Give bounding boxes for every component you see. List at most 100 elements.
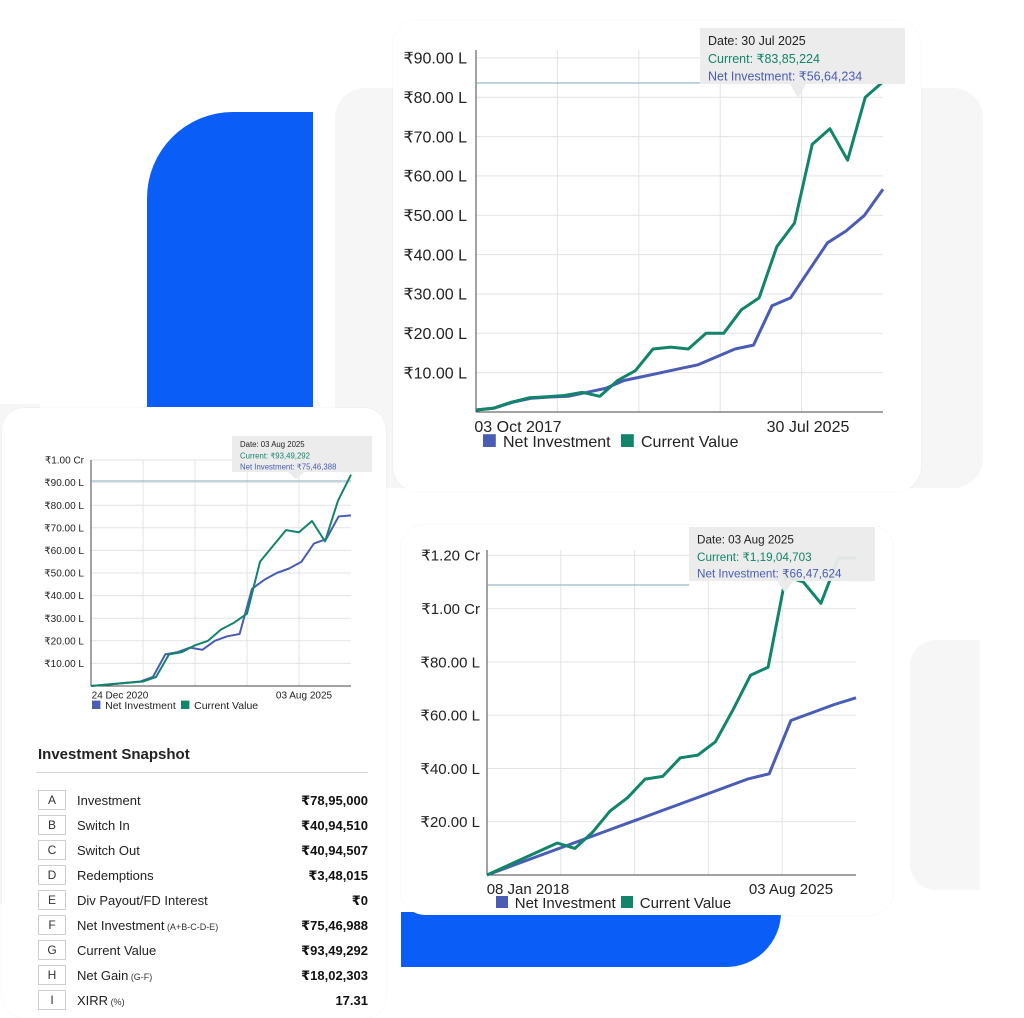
legend-swatch — [621, 434, 634, 447]
tooltip-current: Current: ₹93,49,292 — [240, 452, 310, 461]
snapshot-row: B Switch In ₹40,94,510 — [38, 813, 370, 838]
y-tick-label: ₹10.00 L — [44, 659, 84, 670]
x-tick-label: 24 Dec 2020 — [92, 691, 149, 702]
series-line-net-investment — [486, 696, 857, 877]
y-tick-label: ₹20.00 L — [403, 326, 467, 343]
x-tick-label: 30 Jul 2025 — [767, 419, 850, 436]
y-tick-label: ₹80.00 L — [403, 90, 467, 107]
tooltip-box — [700, 28, 905, 84]
legend-label: Net Investment — [105, 700, 176, 712]
y-tick-label: ₹90.00 L — [44, 478, 84, 489]
tooltip-net: Net Investment: ₹66,47,624 — [697, 568, 842, 581]
x-tick-label: 03 Oct 2017 — [474, 419, 561, 436]
snapshot-row-note: (%) — [108, 997, 125, 1007]
snapshot-row-label: Switch In — [77, 818, 130, 833]
snapshot-row-note: (A+B-C-D-E) — [164, 922, 219, 932]
y-tick-label: ₹70.00 L — [403, 129, 467, 146]
snapshot-row-label: Switch Out — [77, 843, 140, 858]
x-tick-label: 03 Aug 2025 — [276, 691, 333, 702]
snapshot-row-label-text: Current Value — [77, 943, 157, 958]
x-tick-label: 03 Aug 2025 — [749, 881, 833, 898]
snapshot-row: H Net Gain (G-F) ₹18,02,303 — [38, 963, 370, 988]
snapshot-row-label-text: Net Investment — [77, 918, 165, 933]
left-growth-chart[interactable]: ₹10.00 L ₹20.00 L ₹30.00 L ₹40.00 L ₹50.00 L… — [24, 424, 372, 724]
tooltip-pointer — [790, 84, 806, 98]
main-growth-chart[interactable]: ₹10.00 L ₹20.00 L ₹30.00 L ₹40.00 L ₹50.00 L… — [393, 20, 921, 492]
legend-label: Current Value — [640, 895, 731, 912]
snapshot-row-letter: B — [38, 815, 66, 835]
legend-swatch — [496, 896, 508, 908]
legend-label: Current Value — [641, 434, 739, 451]
snapshot-row: I XIRR (%) 17.31 — [38, 988, 370, 1013]
snapshot-row-value: ₹3,48,015 — [308, 868, 368, 883]
snapshot-row-value: ₹78,95,000 — [301, 793, 368, 808]
y-tick-label: ₹80.00 L — [44, 501, 84, 512]
snapshot-row: F Net Investment (A+B-C-D-E) ₹75,46,988 — [38, 913, 370, 938]
snapshot-table: A Investment ₹78,95,000 B Switch In ₹40,94,51… — [38, 788, 370, 1013]
legend-label: Net Investment — [503, 434, 611, 451]
snapshot-row-value: ₹40,94,510 — [301, 818, 368, 833]
snapshot-row-value: 17.31 — [335, 993, 368, 1008]
snapshot-row-label: Div Payout/FD Interest — [77, 893, 208, 908]
y-tick-label: ₹60.00 L — [403, 169, 467, 186]
tooltip-date: Date: 03 Aug 2025 — [697, 534, 794, 547]
y-tick-label: ₹40.00 L — [403, 247, 467, 264]
snapshot-row-label-text: Investment — [77, 793, 141, 808]
snapshot-row-letter: C — [38, 840, 66, 860]
tooltip-box — [689, 527, 875, 581]
snapshot-row-letter: A — [38, 790, 66, 810]
snapshot-row-label-text: Switch In — [77, 818, 130, 833]
y-tick-label: ₹70.00 L — [44, 523, 84, 534]
series-line-current-value — [90, 474, 352, 687]
y-tick-label: ₹40.00 L — [420, 761, 480, 778]
y-tick-label: ₹80.00 L — [420, 654, 480, 671]
tooltip-current: Current: ₹83,85,224 — [708, 52, 820, 66]
snapshot-row-label: Redemptions — [77, 868, 154, 883]
tooltip-net: Net Investment: ₹56,64,234 — [708, 69, 862, 83]
legend-swatch — [483, 434, 496, 447]
bottom-growth-chart[interactable]: ₹20.00 L ₹40.00 L ₹60.00 L ₹80.00 L ₹1.00 Cr… — [401, 525, 893, 915]
snapshot-row-value: ₹40,94,507 — [301, 843, 368, 858]
y-tick-label: ₹30.00 L — [403, 287, 467, 304]
snapshot-row: A Investment ₹78,95,000 — [38, 788, 370, 813]
tooltip-date: Date: 30 Jul 2025 — [708, 34, 806, 48]
legend-swatch — [92, 700, 101, 709]
tooltip-current: Current: ₹1,19,04,703 — [697, 551, 812, 564]
snapshot-row-letter: E — [38, 890, 66, 910]
snapshot-row-value: ₹0 — [351, 893, 368, 908]
legend-swatch — [181, 700, 190, 709]
y-tick-label: ₹90.00 L — [403, 51, 467, 68]
y-tick-label: ₹1.20 Cr — [421, 548, 480, 565]
snapshot-row-label-text: XIRR — [77, 993, 109, 1008]
snapshot-row-label: Net Investment (A+B-C-D-E) — [77, 918, 218, 933]
snapshot-row-value: ₹18,02,303 — [301, 968, 368, 983]
y-tick-label: ₹60.00 L — [420, 708, 480, 725]
series-line-net-investment — [90, 514, 352, 687]
series-line-net-investment — [475, 188, 885, 412]
snapshot-row-label-text: Switch Out — [77, 843, 140, 858]
snapshot-row-note: (G-F) — [128, 972, 153, 982]
snapshot-row-letter: H — [38, 965, 66, 985]
snapshot-row-label: Current Value — [77, 943, 156, 958]
snapshot-row-letter: I — [38, 990, 66, 1010]
y-tick-label: ₹10.00 L — [403, 365, 467, 382]
snapshot-divider — [36, 772, 368, 773]
snapshot-row-label-text: Div Payout/FD Interest — [77, 893, 208, 908]
snapshot-row-value: ₹93,49,292 — [301, 943, 368, 958]
snapshot-title: Investment Snapshot — [38, 746, 190, 763]
snapshot-row: G Current Value ₹93,49,292 — [38, 938, 370, 963]
snapshot-row: E Div Payout/FD Interest ₹0 — [38, 888, 370, 913]
left-chart-card — [2, 408, 386, 1018]
snapshot-row: C Switch Out ₹40,94,507 — [38, 838, 370, 863]
snapshot-row-letter: G — [38, 940, 66, 960]
y-tick-label: ₹50.00 L — [403, 208, 467, 225]
snapshot-row: D Redemptions ₹3,48,015 — [38, 863, 370, 888]
tooltip-date: Date: 03 Aug 2025 — [240, 440, 305, 449]
blue-accent-shape-bottom — [401, 912, 781, 967]
snapshot-row-label-text: Redemptions — [77, 868, 154, 883]
tooltip-pointer — [777, 581, 793, 593]
y-tick-label: ₹60.00 L — [44, 546, 84, 557]
snapshot-row-label: XIRR (%) — [77, 993, 125, 1008]
tooltip-pointer — [288, 472, 304, 479]
y-tick-label: ₹40.00 L — [44, 591, 84, 602]
